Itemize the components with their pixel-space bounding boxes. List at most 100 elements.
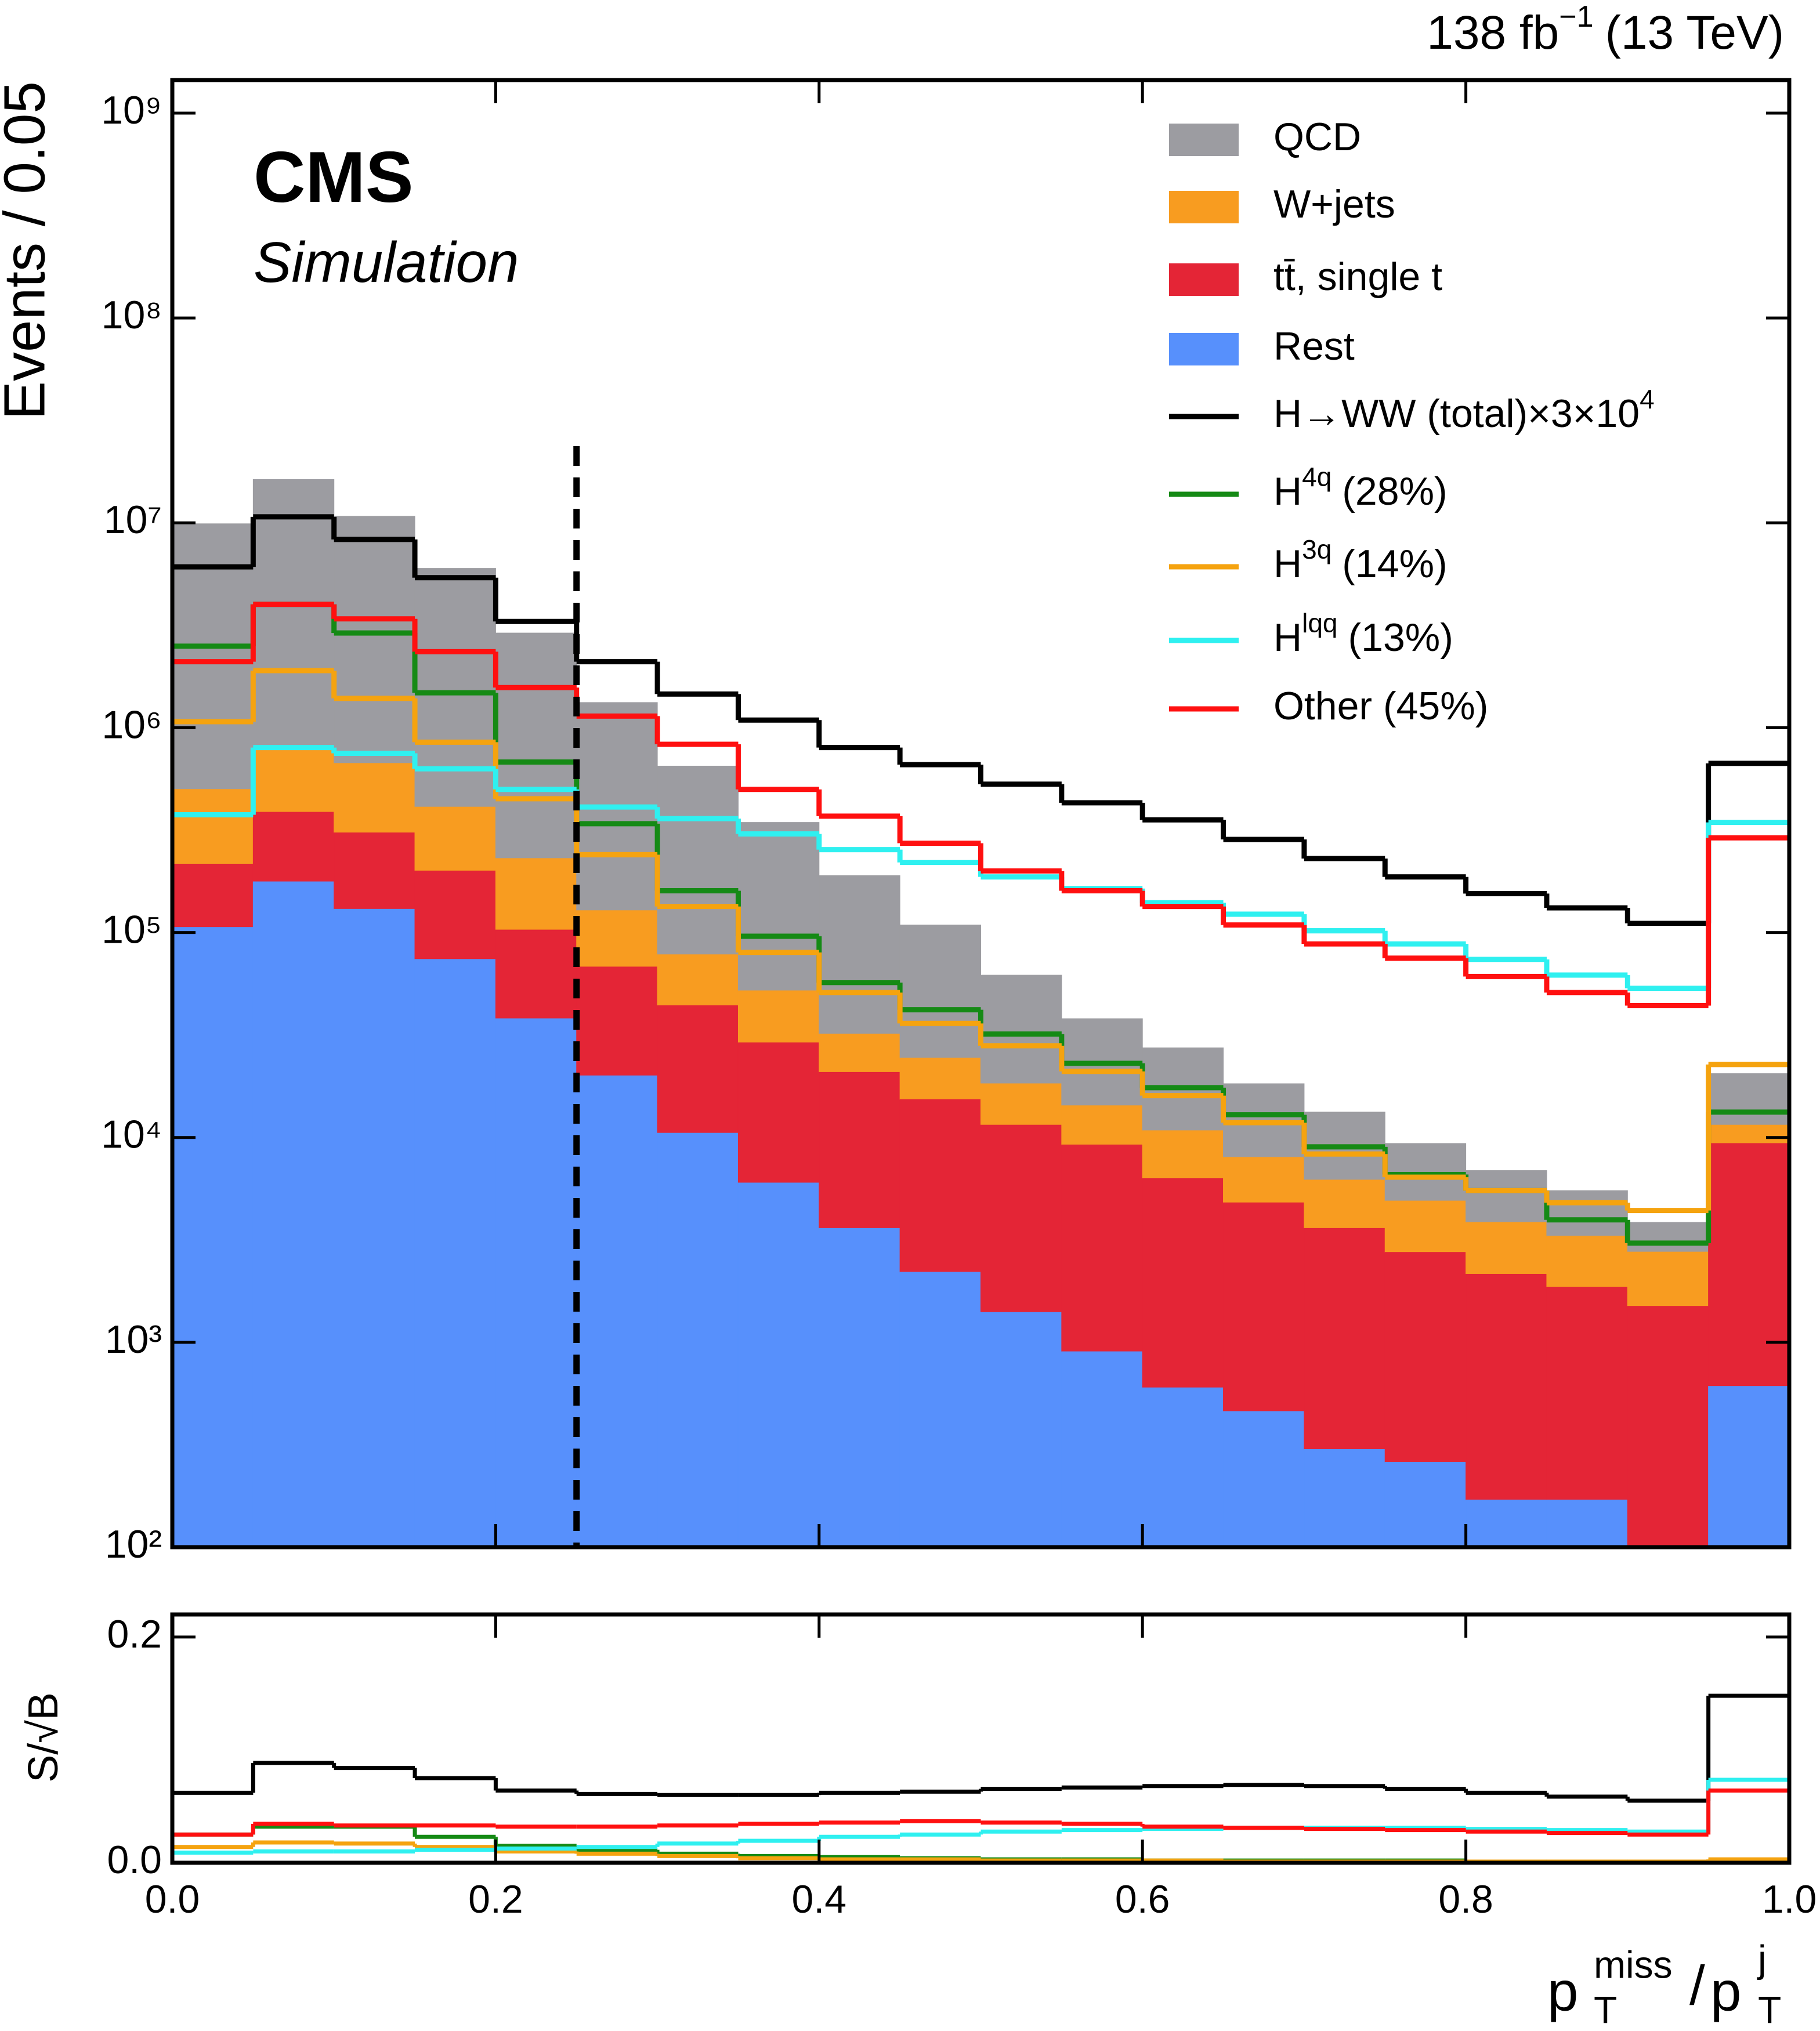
- stack-bar: [819, 1033, 900, 1073]
- stack-bar: [576, 910, 658, 968]
- stack-bar: [1708, 1124, 1790, 1144]
- x-tick-label: 0.2: [468, 1877, 523, 1921]
- stack-bar: [1466, 1170, 1547, 1223]
- stack-bar: [899, 1058, 982, 1100]
- legend-suffix: (28%): [1342, 469, 1447, 513]
- stack-bar: [1142, 1178, 1224, 1388]
- cms-label: CMS: [254, 137, 414, 218]
- stack-bar: [1708, 1073, 1790, 1125]
- stack-bar: [737, 990, 820, 1043]
- plot-frame: [170, 78, 1792, 1550]
- stack-bar: [819, 1071, 900, 1229]
- legend-label: Rest: [1273, 324, 1355, 368]
- stack-bar: [980, 1124, 1062, 1313]
- x-label-part: miss: [1594, 1943, 1673, 1986]
- legend-name: tt̄, single t: [1273, 255, 1442, 299]
- legend-sup: 3q: [1302, 534, 1331, 564]
- y-tick-label: 10⁸: [102, 293, 162, 337]
- lumi-text: 138 fb: [1427, 6, 1559, 59]
- legend-name: Other (45%): [1273, 684, 1488, 728]
- stack-bar: [819, 1228, 900, 1548]
- stack-bar: [899, 1272, 982, 1548]
- plot-frame: [170, 1612, 1792, 1865]
- stack-bar: [334, 516, 415, 764]
- stack-bar: [1627, 1251, 1709, 1307]
- legend-label: H→WW (total)×3×104: [1273, 384, 1655, 436]
- stack-bar: [1304, 1228, 1385, 1450]
- legend-label: H4q (28%): [1273, 462, 1448, 513]
- x-tick-label: 0.6: [1115, 1877, 1170, 1921]
- legend-swatch: [1169, 191, 1239, 223]
- stack-bar: [252, 812, 335, 882]
- legend-name: W+jets: [1273, 182, 1395, 226]
- stack-bar: [657, 765, 739, 955]
- legend-name: H→WW (total)×3×10: [1273, 392, 1640, 436]
- sub-label: Simulation: [254, 230, 519, 294]
- stack-bar: [980, 1083, 1062, 1125]
- stack-bar: [334, 832, 415, 910]
- stack-bar: [1304, 1179, 1385, 1229]
- stack-bar: [495, 1018, 577, 1548]
- stack-bar: [657, 954, 739, 1006]
- stack-bar: [334, 908, 415, 1548]
- stack-bar: [737, 1042, 820, 1183]
- legend-name: QCD: [1273, 115, 1361, 159]
- x-tick-label: 1.0: [1762, 1877, 1817, 1921]
- stack-bar: [1384, 1200, 1467, 1253]
- stack-bar: [252, 750, 335, 813]
- stack-bar: [899, 924, 982, 1059]
- x-tick-label: 0.4: [792, 1877, 847, 1921]
- stack-bar: [1223, 1411, 1305, 1548]
- stack-bar: [1384, 1252, 1467, 1462]
- y-tick-label: 10⁹: [101, 88, 162, 132]
- x-label-part: p: [1547, 1960, 1578, 2022]
- stack-bar: [1384, 1461, 1467, 1548]
- stack-bar: [1061, 1144, 1143, 1352]
- stack-bar: [1627, 1222, 1709, 1252]
- stack-bar: [172, 523, 254, 790]
- legend-label: H3q (14%): [1273, 534, 1448, 586]
- stack-bar: [1466, 1273, 1547, 1501]
- stack-bar: [1546, 1287, 1628, 1501]
- legend-sup: 4: [1640, 384, 1655, 414]
- x-label-part: j: [1757, 1937, 1767, 1980]
- y-tick-label: 0.0: [107, 1838, 162, 1882]
- stack-bar: [819, 875, 900, 1034]
- ratio-y-axis-label: S/√B: [20, 1692, 67, 1783]
- y-tick-label: 0.2: [107, 1612, 162, 1656]
- stack-bar: [980, 1312, 1062, 1548]
- stack-bar: [495, 858, 577, 931]
- y-tick-label: 10⁷: [104, 498, 162, 542]
- legend-label: QCD: [1273, 115, 1361, 159]
- stack-bar: [1546, 1190, 1628, 1237]
- stack-bar: [576, 966, 658, 1076]
- stack-bar: [172, 863, 254, 928]
- stack-bar: [1223, 1157, 1305, 1203]
- stack-bar: [414, 959, 496, 1548]
- stack-bar: [1708, 1386, 1790, 1548]
- stack-bar: [1708, 1143, 1790, 1387]
- legend-name: Rest: [1273, 324, 1355, 368]
- stack-bar: [1546, 1500, 1628, 1548]
- stack-bar: [1466, 1222, 1547, 1275]
- legend-label: tt̄, single t: [1273, 255, 1442, 299]
- stack-bar: [334, 763, 415, 834]
- x-tick-label: 0.0: [145, 1877, 200, 1921]
- stack-bar: [414, 870, 496, 960]
- x-label-part: /: [1689, 1954, 1705, 2016]
- legend-suffix: (13%): [1348, 616, 1453, 660]
- lumi-sup: −1: [1559, 0, 1593, 34]
- legend-swatch: [1169, 333, 1239, 365]
- stack-bar: [495, 929, 577, 1019]
- stack-bar: [1142, 1130, 1224, 1179]
- y-tick-label: 10²: [105, 1522, 162, 1566]
- y-axis-label: Events / 0.05: [0, 81, 57, 420]
- stack-bar: [1466, 1500, 1547, 1548]
- legend-sup: 4q: [1302, 462, 1331, 492]
- x-tick-label: 0.8: [1438, 1877, 1493, 1921]
- y-tick-label: 10⁴: [101, 1113, 162, 1157]
- stack-bar: [576, 1075, 658, 1548]
- legend-label: W+jets: [1273, 182, 1395, 226]
- y-tick-label: 10⁵: [102, 908, 162, 952]
